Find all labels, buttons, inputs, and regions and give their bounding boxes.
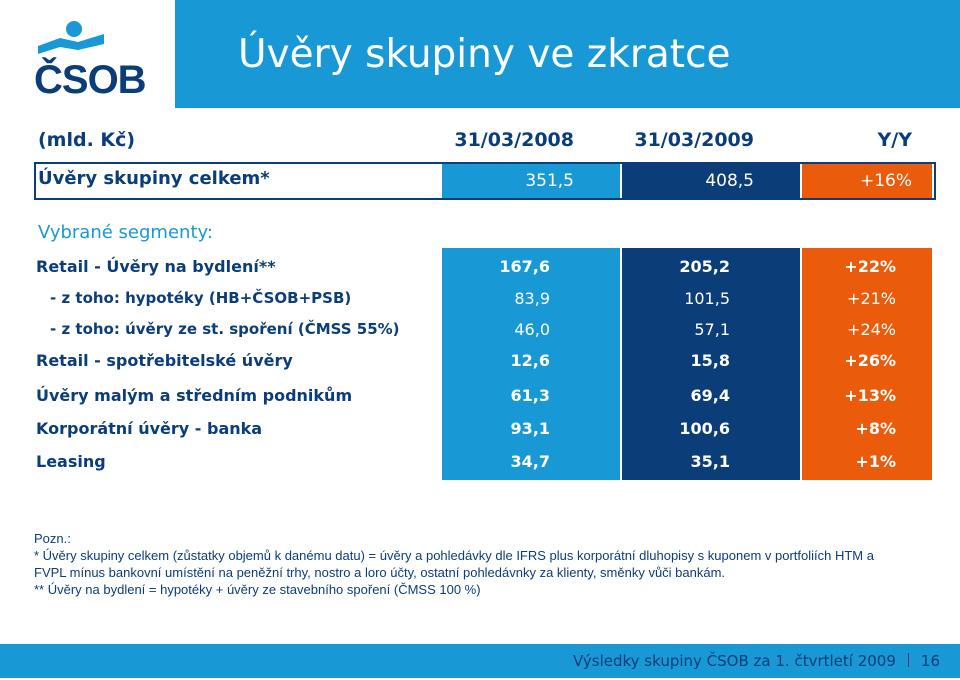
row-label-corporate-loans: Korporátní úvěry - banka: [36, 419, 263, 438]
row-value-2009: 35,1: [690, 452, 730, 471]
note-line: ** Úvěry na bydlení = hypotéky + úvěry z…: [34, 582, 481, 597]
notes-heading: Pozn.:: [34, 531, 71, 546]
footer-separator: [907, 653, 909, 667]
row-label-sme-loans: Úvěry malým a středním podnikům: [36, 386, 353, 405]
total-value-2008: 351,5: [525, 171, 574, 191]
row-label-mortgages: - z toho: hypotéky (HB+ČSOB+PSB): [50, 289, 352, 307]
column-bg-2008: [442, 248, 620, 480]
logo: ČSOB: [0, 0, 175, 108]
row-label-consumer-loans: Retail - spotřebitelské úvěry: [36, 351, 293, 370]
row-value-2009: 205,2: [679, 257, 730, 276]
row-value-yoy: +8%: [855, 419, 896, 438]
column-header-yoy: Y/Y: [877, 129, 912, 151]
row-label-leasing: Leasing: [36, 452, 106, 471]
row-value-2008: 46,0: [514, 320, 550, 339]
row-value-yoy: +24%: [847, 320, 896, 339]
row-value-2009: 15,8: [690, 351, 730, 370]
row-value-yoy: +1%: [855, 452, 896, 471]
column-bg-2009: [622, 248, 800, 480]
page-number: 16: [920, 652, 940, 670]
footnotes: Pozn.: * Úvěry skupiny celkem (zůstatky …: [34, 530, 934, 598]
footer-title: Výsledky skupiny ČSOB za 1. čtvrtletí 20…: [573, 652, 896, 670]
unit-label: (mld. Kč): [38, 129, 136, 151]
total-value-2009: 408,5: [705, 171, 754, 191]
row-value-2009: 101,5: [684, 289, 730, 308]
logo-text: ČSOB: [34, 58, 147, 102]
row-value-yoy: +13%: [844, 386, 896, 405]
row-value-2009: 100,6: [679, 419, 730, 438]
slide-footer: Výsledky skupiny ČSOB za 1. čtvrtletí 20…: [0, 644, 960, 678]
column-header-2009: 31/03/2009: [634, 129, 754, 151]
slide-title: Úvěry skupiny ve zkratce: [238, 32, 731, 77]
row-value-2008: 93,1: [510, 419, 550, 438]
total-cell-bg-yoy: [802, 164, 932, 198]
total-label: Úvěry skupiny celkem*: [38, 168, 270, 189]
segments-label: Vybrané segmenty:: [38, 222, 213, 243]
total-cell-bg-2009: [622, 164, 800, 198]
column-header-2008: 31/03/2008: [454, 129, 574, 151]
row-value-yoy: +22%: [844, 257, 896, 276]
row-value-2008: 61,3: [510, 386, 550, 405]
row-value-2008: 83,9: [514, 289, 550, 308]
row-value-2008: 12,6: [510, 351, 550, 370]
total-cell-bg-2008: [442, 164, 620, 198]
note-line: FVPL mínus bankovní umístění na peněžní …: [34, 565, 726, 580]
row-value-yoy: +26%: [844, 351, 896, 370]
note-line: * Úvěry skupiny celkem (zůstatky objemů …: [34, 548, 874, 563]
row-label-building-savings: - z toho: úvěry ze st. spoření (ČMSS 55%…: [50, 320, 400, 338]
row-value-2008: 167,6: [499, 257, 550, 276]
total-value-yoy: +16%: [859, 171, 912, 191]
footer-text: Výsledky skupiny ČSOB za 1. čtvrtletí 20…: [573, 649, 940, 673]
row-value-yoy: +21%: [847, 289, 896, 308]
row-label-retail-housing: Retail - Úvěry na bydlení**: [36, 257, 276, 276]
column-bg-yoy: [802, 248, 932, 480]
row-value-2009: 57,1: [694, 320, 730, 339]
row-value-2009: 69,4: [690, 386, 730, 405]
csob-logo-icon: [38, 21, 104, 54]
row-value-2008: 34,7: [510, 452, 550, 471]
